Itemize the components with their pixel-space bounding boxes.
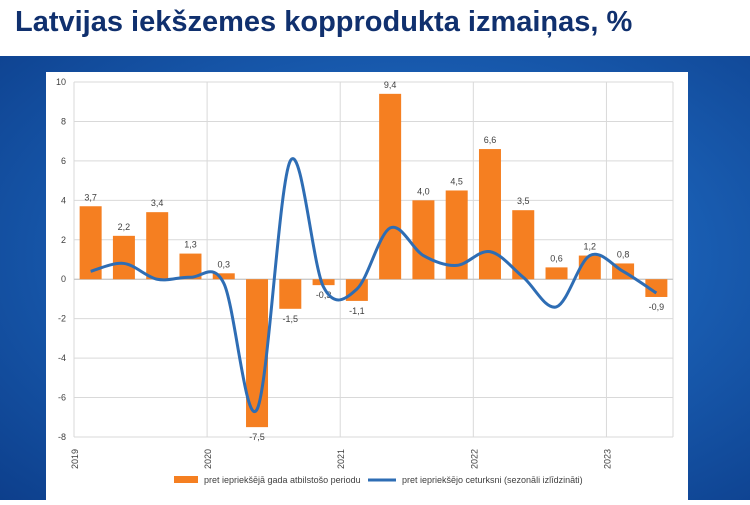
- x-year-label: 2020: [203, 449, 213, 469]
- x-year-label: 2019: [70, 449, 80, 469]
- legend-label-line: pret iepriekšējo ceturksni (sezonāli izl…: [402, 475, 583, 485]
- chart-card: 10 8 6 4 2 0 -2 -4 -6 -8 2019 2020 2021 2022 2023 3,7 2,…: [46, 72, 688, 500]
- bar-data-label: 1,3: [184, 240, 197, 250]
- y-tick-label: 2: [61, 235, 66, 245]
- x-year-label: 2021: [336, 449, 346, 469]
- y-tick-label: 0: [61, 274, 66, 284]
- bar-data-label: 4,5: [450, 176, 463, 186]
- bar: [645, 279, 668, 297]
- bar-data-label: -7,5: [249, 432, 265, 442]
- bar: [212, 273, 235, 280]
- bar: [79, 206, 102, 280]
- slide-title: Latvijas iekšzemes kopprodukta izmaiņas,…: [15, 6, 633, 38]
- bar-data-label: 0,8: [617, 249, 630, 259]
- bar: [445, 190, 468, 280]
- x-year-label: 2023: [602, 449, 612, 469]
- legend-swatch-bars: [174, 476, 198, 483]
- y-tick-label: 10: [56, 77, 66, 87]
- bar: [512, 210, 535, 280]
- legend-label-bars: pret iepriekšējā gada atbilstošo periodu: [204, 475, 361, 485]
- y-tick-label: 6: [61, 156, 66, 166]
- bar: [478, 149, 501, 280]
- bar: [146, 212, 169, 280]
- bar: [312, 279, 335, 286]
- bar: [379, 93, 402, 280]
- bar-data-label: 1,2: [584, 242, 597, 252]
- bar-data-label: -0,9: [649, 302, 665, 312]
- bar: [545, 267, 568, 280]
- gdp-chart: 10 8 6 4 2 0 -2 -4 -6 -8 2019 2020 2021 2022 2023 3,7 2,…: [56, 77, 674, 485]
- y-tick-label: 8: [61, 116, 66, 126]
- y-tick-label: -2: [58, 314, 66, 324]
- bar-data-label: 2,2: [118, 222, 131, 232]
- y-tick-label: 4: [61, 195, 66, 205]
- bar-data-label: 3,5: [517, 196, 530, 206]
- y-tick-label: -8: [58, 432, 66, 442]
- y-tick-label: -6: [58, 393, 66, 403]
- bar-data-label: 6,6: [484, 135, 497, 145]
- bar-data-label: 0,6: [550, 253, 563, 263]
- bar-data-label: 9,4: [384, 80, 397, 90]
- bar-data-label: -1,5: [283, 314, 299, 324]
- bar-data-label: -1,1: [349, 306, 365, 316]
- bar-data-label: 0,3: [217, 259, 230, 269]
- bar: [179, 253, 202, 280]
- line-series: [90, 157, 658, 414]
- bar-data-label: 3,7: [84, 192, 97, 202]
- bar-data-label: -0,3: [316, 290, 332, 300]
- bar: [279, 279, 302, 309]
- bar-data-label: 3,4: [151, 198, 164, 208]
- bar-data-label: 4,0: [417, 186, 430, 196]
- y-tick-label: -4: [58, 353, 66, 363]
- x-year-label: 2022: [469, 449, 479, 469]
- bar: [112, 235, 135, 280]
- bar: [412, 200, 435, 280]
